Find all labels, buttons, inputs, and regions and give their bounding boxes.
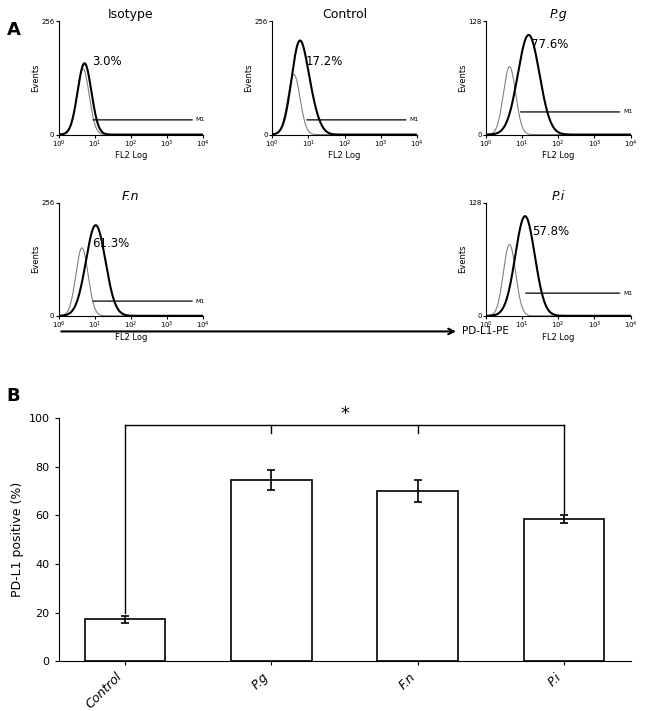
Title: P.g: P.g xyxy=(549,9,567,21)
Y-axis label: Events: Events xyxy=(458,245,467,274)
Text: M1: M1 xyxy=(410,117,419,122)
Text: 3.0%: 3.0% xyxy=(92,55,122,68)
Text: *: * xyxy=(340,405,349,423)
Y-axis label: Events: Events xyxy=(31,64,40,92)
Text: 77.6%: 77.6% xyxy=(531,38,569,51)
X-axis label: FL2 Log: FL2 Log xyxy=(542,151,575,161)
Title: F.n: F.n xyxy=(122,190,140,203)
Title: Isotype: Isotype xyxy=(108,9,153,21)
X-axis label: FL2 Log: FL2 Log xyxy=(542,333,575,342)
Bar xyxy=(84,619,165,661)
Bar xyxy=(231,480,311,661)
X-axis label: FL2 Log: FL2 Log xyxy=(328,151,361,161)
Y-axis label: Events: Events xyxy=(244,64,254,92)
Text: 17.2%: 17.2% xyxy=(306,55,343,68)
Text: 61.3%: 61.3% xyxy=(92,237,129,250)
Y-axis label: Events: Events xyxy=(458,64,467,92)
Text: PD-L1-PE: PD-L1-PE xyxy=(462,326,509,336)
Bar xyxy=(378,491,458,661)
X-axis label: FL2 Log: FL2 Log xyxy=(114,151,147,161)
Text: A: A xyxy=(6,21,20,39)
Title: Control: Control xyxy=(322,9,367,21)
Title: P.i: P.i xyxy=(552,190,565,203)
Y-axis label: Events: Events xyxy=(31,245,40,274)
X-axis label: FL2 Log: FL2 Log xyxy=(114,333,147,342)
Text: B: B xyxy=(6,387,20,405)
Text: M1: M1 xyxy=(196,299,205,304)
Bar xyxy=(524,519,604,661)
Text: M1: M1 xyxy=(623,109,632,114)
Text: M1: M1 xyxy=(623,291,632,296)
Y-axis label: PD-L1 positive (%): PD-L1 positive (%) xyxy=(11,482,24,597)
Text: M1: M1 xyxy=(196,117,205,122)
Text: 57.8%: 57.8% xyxy=(532,225,569,238)
